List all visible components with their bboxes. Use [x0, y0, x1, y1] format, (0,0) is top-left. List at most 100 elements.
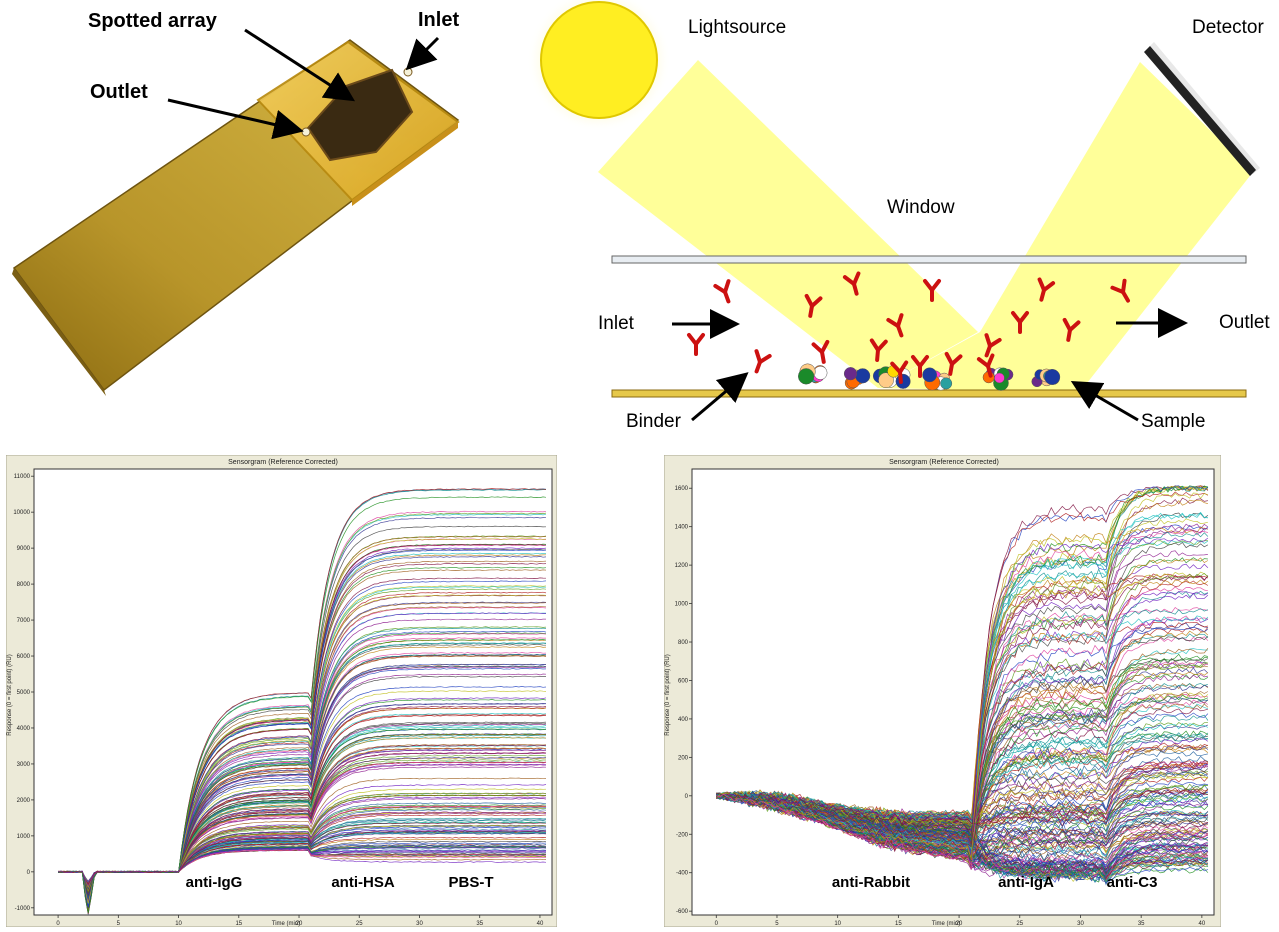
- spr-setup-diagram: Lightsource Detector Window Inlet Outlet…: [527, 0, 1270, 432]
- x-tick-label: 15: [895, 921, 902, 927]
- x-tick-label: 30: [416, 921, 423, 927]
- series-line: [716, 760, 1209, 821]
- sample-spot: [994, 372, 1005, 384]
- lightsource-icon: [540, 1, 658, 119]
- label-sample: Sample: [1141, 411, 1205, 432]
- x-tick-label: 15: [235, 921, 242, 927]
- incident-beam: [598, 60, 978, 388]
- phase-labels: anti-Rabbit anti-IgA anti-C3: [832, 874, 1158, 891]
- antibody-icon: [1062, 317, 1081, 342]
- x-axis-label: Time (min): [932, 921, 960, 927]
- phase-label: anti-HSA: [331, 874, 395, 891]
- x-tick-label: 10: [175, 921, 182, 927]
- series-line: [716, 658, 1209, 848]
- y-tick-label: -200: [676, 832, 689, 838]
- antibody-icon: [842, 271, 861, 296]
- antibody-icon: [1110, 278, 1130, 303]
- antibody-icon: [804, 293, 823, 318]
- y-tick-label: 1200: [675, 563, 689, 569]
- antibody-icon: [811, 339, 830, 364]
- inlet-hole: [403, 67, 413, 77]
- phase-label: anti-Rabbit: [832, 874, 910, 891]
- chip-photo: Spotted array Inlet Outlet: [12, 9, 460, 396]
- outlet-hole: [301, 127, 311, 137]
- chart-title: Sensorgram (Reference Corrected): [889, 459, 999, 466]
- phase-label: PBS-T: [449, 874, 494, 891]
- x-tick-label: 0: [56, 921, 60, 927]
- series-line: [716, 783, 1208, 826]
- x-tick-label: 20: [956, 921, 963, 927]
- x-tick-label: 30: [1077, 921, 1084, 927]
- antibody-icon: [1037, 277, 1056, 302]
- detector-icon: [1144, 42, 1260, 176]
- y-tick-label: -1000: [15, 906, 31, 912]
- antibody-icon: [890, 360, 909, 384]
- label-inlet-photo: Inlet: [418, 9, 459, 31]
- series-line: [716, 703, 1209, 839]
- label-inlet-setup: Inlet: [598, 313, 635, 334]
- y-tick-label: 0: [27, 870, 31, 876]
- plot-area: [33, 468, 553, 916]
- y-tick-label: 4000: [17, 726, 31, 732]
- y-tick-label: 1400: [675, 525, 689, 531]
- sample-spot: [813, 365, 828, 380]
- y-tick-label: 200: [678, 755, 689, 761]
- antibody-icon: [976, 353, 995, 378]
- sample-spot: [895, 373, 911, 389]
- y-tick-label: 5000: [17, 690, 31, 696]
- series-line: [716, 579, 1209, 861]
- antibody-icon: [713, 279, 731, 304]
- phase-label: anti-IgA: [998, 874, 1054, 891]
- series-line: [716, 788, 1209, 859]
- axis-ticks: 0 5 10 15 20 25 30 35 40 -600 -400 -200 0 200 400 600 80…: [675, 486, 1206, 927]
- sample-spot: [843, 367, 858, 381]
- label-outlet-photo: Outlet: [90, 81, 148, 103]
- sensorgram-right-panel: Sensorgram (Reference Corrected) Time (m…: [663, 454, 1222, 928]
- antibody-icon: [923, 279, 941, 302]
- y-tick-label: 7000: [17, 618, 31, 624]
- antibody-icon: [911, 355, 929, 378]
- y-tick-label: 0: [685, 794, 689, 800]
- y-tick-label: -400: [676, 871, 689, 877]
- y-tick-label: 6000: [17, 654, 31, 660]
- y-tick-label: 800: [678, 640, 689, 646]
- axis-ticks: 0 5 10 15 20 25 30 35 40 -1000 0 1000 2000 3000 4000 50…: [13, 474, 544, 927]
- y-tick-label: -600: [676, 909, 689, 915]
- sensorgram-left-chart: Sensorgram (Reference Corrected) Time (m…: [5, 454, 558, 928]
- x-tick-label: 25: [1016, 921, 1023, 927]
- antibody-icon: [886, 313, 904, 338]
- sample-spot: [798, 368, 815, 385]
- label-binder: Binder: [626, 411, 682, 432]
- x-tick-label: 5: [775, 921, 779, 927]
- y-tick-label: 1600: [675, 486, 689, 492]
- sensorgram-right-chart: Sensorgram (Reference Corrected) Time (m…: [663, 454, 1222, 928]
- sample-spot: [922, 367, 938, 383]
- y-tick-label: 400: [678, 717, 689, 723]
- y-tick-label: 1000: [17, 834, 31, 840]
- y-axis-label: Response (0 = first point) (RU): [665, 654, 671, 736]
- antibody-icon: [687, 333, 705, 356]
- reflected-beam: [878, 62, 1253, 392]
- x-axis-label: Time (min): [272, 921, 300, 927]
- series-line: [716, 760, 1209, 821]
- y-tick-label: 8000: [17, 582, 31, 588]
- window-glass: [611, 255, 1247, 264]
- series-line: [716, 795, 1208, 879]
- phase-label: anti-C3: [1107, 874, 1158, 891]
- x-tick-label: 40: [537, 921, 544, 927]
- series-lines: [57, 488, 547, 915]
- antibody-icon: [1011, 311, 1029, 334]
- spr-setup-panel: Lightsource Detector Window Inlet Outlet…: [520, 0, 1279, 440]
- y-tick-label: 600: [678, 678, 689, 684]
- label-detector: Detector: [1192, 17, 1264, 38]
- sample-spot: [1044, 369, 1061, 385]
- x-tick-label: 0: [715, 921, 719, 927]
- sample-spot: [878, 372, 894, 389]
- series-line: [716, 580, 1209, 846]
- antibody-icon: [984, 333, 1002, 358]
- phase-label: anti-IgG: [186, 874, 243, 891]
- x-tick-label: 10: [834, 921, 841, 927]
- label-outlet-setup: Outlet: [1219, 312, 1270, 333]
- phase-labels: anti-IgG anti-HSA PBS-T: [186, 874, 494, 891]
- x-tick-label: 20: [296, 921, 303, 927]
